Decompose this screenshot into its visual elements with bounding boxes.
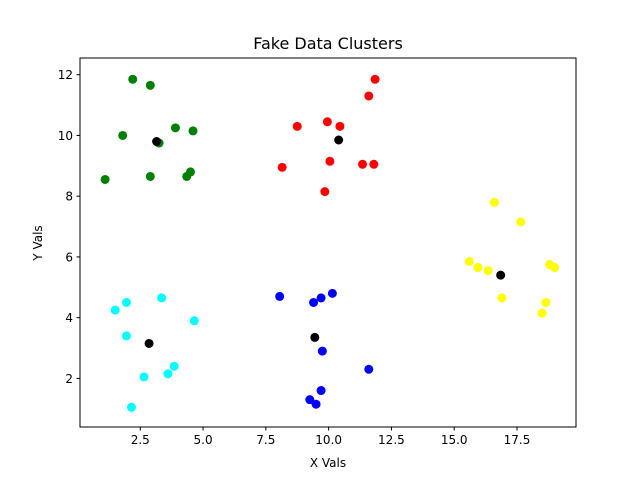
data-point [186,167,196,177]
data-point [292,121,302,131]
x-tick-label: 10.0 [315,433,342,447]
y-tick-label: 2 [65,372,73,386]
data-point [496,270,506,280]
data-point [145,80,155,90]
data-point [118,130,128,140]
series-1 [277,74,380,197]
data-point [316,293,326,303]
data-point [145,171,155,181]
data-point [139,372,149,382]
data-point [473,263,483,273]
data-point [550,263,560,273]
data-point [126,402,136,412]
data-point [489,197,499,207]
y-tick-label: 12 [58,68,73,82]
data-point [311,399,321,409]
data-point [335,121,345,131]
y-tick-label: 6 [65,250,73,264]
data-point [317,346,327,356]
data-point [121,297,131,307]
data-point [320,187,330,197]
series-3 [110,293,199,412]
data-point [152,137,162,147]
data-point [516,217,526,227]
data-point [144,338,154,348]
data-point [309,297,319,307]
plot-frame [79,57,577,428]
x-tick-label: 17.5 [504,433,531,447]
data-point [369,159,379,169]
data-point [121,331,131,341]
x-tick-label: 7.5 [256,433,275,447]
data-point [316,386,326,396]
data-point [189,316,199,326]
data-point [322,117,332,127]
data-point [483,266,493,276]
y-tick-label: 10 [58,129,73,143]
data-point [277,162,287,172]
y-tick-label: 8 [65,190,73,204]
data-point [170,123,180,133]
data-point [275,291,285,301]
x-tick-label: 5.0 [194,433,213,447]
data-point [110,305,120,315]
data-point [188,126,198,136]
data-point [305,395,315,405]
data-point [464,256,474,266]
x-tick-label: 2.5 [131,433,150,447]
data-point [100,174,110,184]
series-4 [275,288,374,409]
data-point [358,159,368,169]
data-point [163,369,173,379]
x-axis-ticks: 2.5 5.0 7.5 10.0 12.5 15.0 17.5 [131,427,531,447]
series-0 [100,74,198,184]
data-point [370,74,380,84]
x-tick-label: 12.5 [378,433,405,447]
y-tick-label: 4 [65,311,73,325]
data-point [541,297,551,307]
data-point [128,74,138,84]
x-tick-label: 15.0 [441,433,468,447]
x-axis-label: X Vals [310,456,346,470]
data-point [310,332,320,342]
data-point [364,364,374,374]
series-2 [464,197,560,318]
series-5 [144,135,506,348]
chart-title: Fake Data Clusters [253,34,403,53]
data-point [325,156,335,166]
data-point [537,308,547,318]
data-point [169,361,179,371]
data-points [100,74,560,412]
data-point [157,293,167,303]
data-point [327,288,337,298]
data-point [497,293,507,303]
y-axis-label: Y Vals [31,225,45,261]
data-point [364,91,374,101]
y-axis-ticks: 2 4 6 8 10 12 [58,68,80,386]
data-point [334,135,344,145]
